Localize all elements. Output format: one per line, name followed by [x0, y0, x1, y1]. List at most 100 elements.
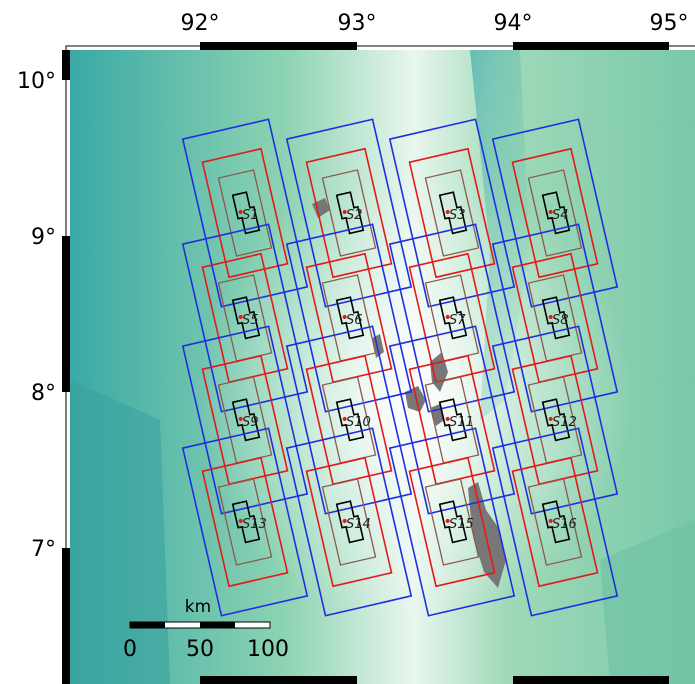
station-point [548, 416, 553, 421]
station-box [305, 456, 393, 588]
station [181, 118, 309, 308]
station-core [438, 398, 468, 442]
station-point [238, 416, 243, 421]
station-box [181, 118, 309, 308]
station-box [511, 147, 599, 279]
station-point [548, 209, 553, 214]
frame-segment [62, 548, 70, 684]
scale-bar: km 0 50 100 [123, 597, 289, 662]
station-box [285, 223, 413, 413]
station-point [342, 314, 347, 319]
station-box [511, 252, 599, 384]
station-label: S2 [346, 208, 363, 223]
station-label: S15 [449, 517, 474, 532]
station-box [305, 252, 393, 384]
scale-label: 50 [186, 637, 214, 662]
station-core [231, 296, 261, 340]
station-box [408, 456, 496, 588]
station-box [181, 223, 309, 413]
frame-segment [513, 42, 669, 50]
station-point [445, 314, 450, 319]
station-box [388, 118, 516, 308]
station-core [438, 500, 468, 544]
station-box [201, 252, 289, 384]
station-core [438, 296, 468, 340]
station-box [217, 169, 273, 257]
station-label: S9 [242, 415, 259, 430]
station-label: S1 [242, 208, 259, 223]
station-box [285, 118, 413, 308]
scale-unit: km [185, 597, 211, 617]
stations: S1 S2 S3 S4 S5 S6 S7 S8 S9 S10 S11 S12 S13 S14 S15 S16 [181, 118, 619, 617]
station-box [527, 169, 583, 257]
station-core [541, 191, 571, 235]
station-core [541, 500, 571, 544]
station-point [548, 518, 553, 523]
station-label: S13 [242, 517, 267, 532]
station-point [342, 518, 347, 523]
station-box [424, 169, 480, 257]
station-point [238, 209, 243, 214]
station-box [388, 223, 516, 413]
station [285, 325, 413, 515]
frame-segment [200, 676, 357, 684]
station-box [408, 354, 496, 486]
station-box [491, 223, 619, 413]
station-box [388, 427, 516, 617]
station-point [238, 314, 243, 319]
latitude-label: 8° [31, 381, 56, 406]
station-core [335, 296, 365, 340]
station-core [541, 398, 571, 442]
station [491, 118, 619, 308]
longitude-label: 94° [494, 11, 533, 36]
station-box [305, 354, 393, 486]
frame-segment [200, 42, 357, 50]
station-core [231, 398, 261, 442]
station-point [238, 518, 243, 523]
longitude-label: 93° [338, 11, 377, 36]
station-box [491, 427, 619, 617]
station-box [201, 354, 289, 486]
station-box [511, 354, 599, 486]
station-point [342, 416, 347, 421]
station [388, 427, 516, 617]
latitude-label: 9° [31, 225, 56, 250]
station [388, 118, 516, 308]
station-box [201, 456, 289, 588]
station-box [201, 147, 289, 279]
station-point [342, 209, 347, 214]
station-point [445, 416, 450, 421]
station-box [491, 118, 619, 308]
station-box [321, 169, 377, 257]
station [181, 427, 309, 617]
station-box [321, 478, 377, 566]
scale-label: 0 [123, 637, 137, 662]
station-label: S14 [346, 517, 371, 532]
station-point [445, 518, 450, 523]
longitude-label: 95° [650, 11, 689, 36]
latitude-label: 10° [17, 69, 56, 94]
station-core [231, 500, 261, 544]
station-box [491, 325, 619, 515]
scale-label: 100 [247, 637, 289, 662]
station-point [445, 209, 450, 214]
station-core [335, 398, 365, 442]
station-label: S8 [552, 313, 569, 328]
station-box [408, 147, 496, 279]
station [285, 427, 413, 617]
station-box [181, 427, 309, 617]
station-box [527, 478, 583, 566]
station-box [388, 325, 516, 515]
station-box [424, 478, 480, 566]
station-core [335, 191, 365, 235]
station-label: S4 [552, 208, 569, 223]
frame-segment [62, 50, 70, 80]
station [285, 118, 413, 308]
station-point [548, 314, 553, 319]
station-label: S11 [449, 415, 474, 430]
station-box [408, 252, 496, 384]
station-label: S3 [449, 208, 466, 223]
station-box [285, 427, 413, 617]
station-core [231, 191, 261, 235]
